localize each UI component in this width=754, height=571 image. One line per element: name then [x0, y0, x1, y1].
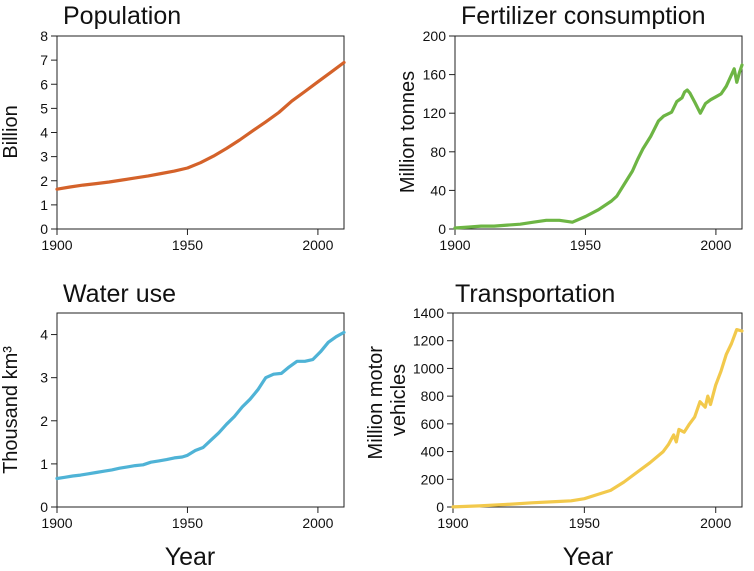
population-y-tick-label: 6 — [40, 76, 48, 92]
transport-series-line — [451, 328, 744, 509]
water-y-tick-label: 4 — [40, 327, 48, 343]
water-x-tick-label: 1900 — [41, 515, 72, 531]
transport-y-tick-label: 0 — [436, 499, 444, 515]
water-x-tick-label: 1950 — [172, 515, 203, 531]
fertilizer-y-tick-label: 40 — [430, 182, 446, 198]
population-plot: 0 1 2 3 4 5 6 7 8 1900 1950 2000 — [40, 28, 346, 253]
water-plot: 0 1 2 3 4 1900 1950 2000 — [40, 312, 346, 531]
water-plot-frame — [56, 312, 345, 508]
fertilizer-y-label-line: Million tonnes — [397, 71, 419, 193]
population-plot-frame — [56, 35, 345, 230]
water-y-label-line: Thousand km³ — [0, 346, 22, 474]
transport-x-tick-label: 1950 — [569, 515, 600, 531]
transport-y-label: Million motor vehicles — [365, 341, 410, 460]
fertilizer-title: Fertilizer consumption — [461, 2, 706, 30]
transport-plot-frame — [452, 312, 743, 508]
panel-population: Population Billion 0 1 2 3 4 5 6 7 8 1900 1950 2000 — [0, 2, 346, 253]
population-y-label: Billion — [0, 105, 22, 158]
fertilizer-x-tick-label: 1900 — [439, 237, 470, 253]
panel-water: Water use Thousand km³ 0 1 2 3 4 1900 1950 2000… — [0, 280, 346, 571]
water-y-label: Thousand km³ — [0, 346, 22, 474]
water-y-tick-label: 2 — [40, 413, 48, 429]
transport-y-label-line-2: vehicles — [388, 364, 410, 436]
transport-y-tick-label: 800 — [421, 388, 445, 404]
fertilizer-y-tick-label: 200 — [423, 28, 447, 44]
population-y-tick-label: 8 — [40, 28, 48, 44]
population-y-tick-label: 0 — [40, 221, 48, 237]
transport-x-tick-label: 1900 — [437, 515, 468, 531]
population-series-line — [55, 60, 346, 191]
population-y-tick-label: 2 — [40, 173, 48, 189]
water-title: Water use — [63, 280, 176, 308]
population-y-tick-label: 4 — [40, 125, 48, 141]
water-x-axis-title: Year — [165, 543, 216, 571]
transport-title: Transportation — [455, 280, 615, 308]
population-x-tick-label: 1950 — [172, 237, 203, 253]
panel-transport: Transportation Million motor vehicles 0 2… — [365, 280, 744, 571]
panel-fertilizer: Fertilizer consumption Million tonnes 0 4… — [397, 2, 744, 253]
water-series-line — [55, 330, 346, 481]
water-x-tick-label: 2000 — [302, 515, 333, 531]
fertilizer-y-tick-label: 160 — [423, 67, 447, 83]
population-x-tick-label: 1900 — [41, 237, 72, 253]
population-y-tick-label: 1 — [40, 197, 48, 213]
fertilizer-x-tick-label: 1950 — [570, 237, 601, 253]
transport-y-tick-label: 1000 — [413, 360, 444, 376]
population-y-tick-label: 5 — [40, 100, 48, 116]
fertilizer-plot-frame — [454, 35, 743, 230]
fertilizer-y-tick-label: 80 — [430, 144, 446, 160]
transport-plot: 0 200 400 600 800 1000 1200 1400 1900 1950 2000 — [413, 305, 744, 531]
transport-y-tick-label: 1400 — [413, 305, 444, 321]
population-x-tick-label: 2000 — [302, 237, 333, 253]
transport-x-axis-title: Year — [563, 543, 614, 571]
population-title: Population — [63, 2, 181, 30]
fertilizer-y-label: Million tonnes — [397, 71, 419, 193]
water-y-tick-label: 0 — [40, 499, 48, 515]
fertilizer-y-tick-label: 120 — [423, 105, 447, 121]
population-y-tick-label: 7 — [40, 52, 48, 68]
fertilizer-y-tick-label: 0 — [438, 221, 446, 237]
fertilizer-series-line — [453, 63, 744, 230]
transport-y-tick-label: 200 — [421, 471, 445, 487]
fertilizer-plot: 0 40 80 120 160 200 1900 1950 2000 — [423, 28, 744, 253]
population-y-label-line: Billion — [0, 105, 22, 158]
population-y-tick-label: 3 — [40, 149, 48, 165]
transport-y-label-line-1: Million motor — [365, 346, 387, 460]
transport-y-tick-label: 1200 — [413, 333, 444, 349]
transport-y-tick-label: 400 — [421, 444, 445, 460]
transport-y-tick-label: 600 — [421, 416, 445, 432]
water-y-tick-label: 3 — [40, 370, 48, 386]
transport-x-tick-label: 2000 — [700, 515, 731, 531]
water-y-tick-label: 1 — [40, 456, 48, 472]
fertilizer-x-tick-label: 2000 — [700, 237, 731, 253]
